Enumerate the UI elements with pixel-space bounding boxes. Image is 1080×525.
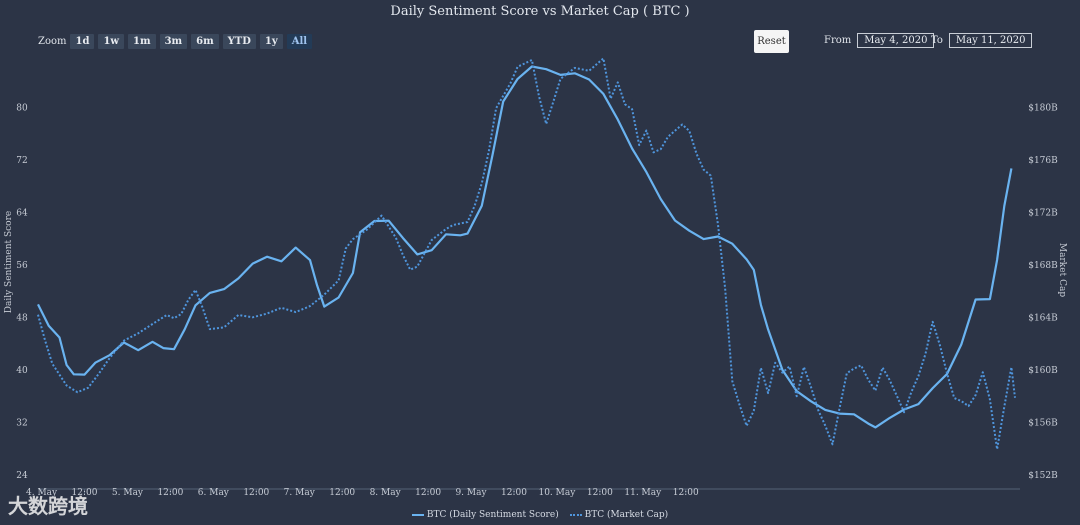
y-left-tick-label: 64 xyxy=(16,209,28,219)
legend-label-marketcap: BTC (Market Cap) xyxy=(584,510,669,520)
x-tick-label: 9. May xyxy=(455,488,487,498)
x-tick-label: 8. May xyxy=(370,488,402,498)
zoom-ytd-button[interactable]: YTD xyxy=(222,34,256,49)
x-tick-label: 6. May xyxy=(198,488,230,498)
legend-line-dotted-icon xyxy=(569,513,582,516)
zoom-label: Zoom xyxy=(38,36,67,47)
y-axis-right-title: Market Cap xyxy=(1057,243,1067,297)
y-right-tick-label: $168B xyxy=(1028,261,1058,271)
to-label: To xyxy=(931,35,943,46)
y-right-tick-label: $172B xyxy=(1028,209,1058,219)
y-left-tick-label: 80 xyxy=(16,104,28,114)
y-right-tick-label: $180B xyxy=(1028,104,1058,114)
from-range: From May 4, 2020 xyxy=(824,33,935,48)
x-tick-label: 4. May xyxy=(26,488,58,498)
legend-label-sentiment: BTC (Daily Sentiment Score) xyxy=(426,510,559,520)
from-date-input[interactable]: May 4, 2020 xyxy=(857,33,935,48)
reset-button[interactable]: Reset xyxy=(754,30,789,53)
zoom-toolbar: Zoom 1d 1w 1m 3m 6m YTD 1y All xyxy=(38,34,316,49)
y-left-tick-label: 40 xyxy=(16,366,28,376)
y-axis-right: $152B $156B $160B $164B $168B $172B $176B $180B xyxy=(1028,104,1058,482)
y-axis-left-title: Daily Sentiment Score xyxy=(4,211,14,313)
market-cap-line xyxy=(37,57,1016,451)
x-tick-label: 12:00 xyxy=(329,488,355,498)
y-right-tick-label: $156B xyxy=(1028,419,1058,429)
y-right-tick-label: $164B xyxy=(1028,314,1058,324)
y-right-tick-label: $176B xyxy=(1028,156,1058,166)
legend: BTC (Daily Sentiment Score) BTC (Market … xyxy=(0,510,1080,520)
from-label: From xyxy=(824,35,852,46)
zoom-1y-button[interactable]: 1y xyxy=(259,34,283,49)
legend-item-marketcap[interactable]: BTC (Market Cap) xyxy=(569,510,669,520)
legend-line-solid-icon xyxy=(411,513,424,516)
watermark-text: 大数跨境 xyxy=(8,494,88,518)
sentiment-score-line xyxy=(37,65,1013,429)
y-right-tick-label: $152B xyxy=(1028,471,1058,481)
zoom-all-button[interactable]: All xyxy=(286,34,313,49)
x-tick-label: 12:00 xyxy=(501,488,527,498)
y-left-tick-label: 24 xyxy=(16,471,28,481)
zoom-1w-button[interactable]: 1w xyxy=(98,34,125,49)
y-axis-left: 24 32 40 48 56 64 72 80 xyxy=(16,104,28,482)
legend-item-sentiment[interactable]: BTC (Daily Sentiment Score) xyxy=(411,510,559,520)
x-tick-label: 10. May xyxy=(538,488,576,498)
zoom-6m-button[interactable]: 6m xyxy=(191,34,219,49)
to-range: To May 11, 2020 xyxy=(931,33,1033,48)
y-left-tick-label: 72 xyxy=(16,156,27,166)
x-tick-label: 12:00 xyxy=(72,488,98,498)
zoom-3m-button[interactable]: 3m xyxy=(159,34,188,49)
x-tick-label: 12:00 xyxy=(243,488,269,498)
y-right-tick-label: $160B xyxy=(1028,366,1058,376)
y-left-tick-label: 48 xyxy=(16,314,28,324)
x-tick-label: 12:00 xyxy=(157,488,183,498)
to-date-input[interactable]: May 11, 2020 xyxy=(948,33,1033,48)
x-tick-label: 5. May xyxy=(112,488,144,498)
y-left-tick-label: 32 xyxy=(16,419,27,429)
x-tick-label: 12:00 xyxy=(415,488,441,498)
x-tick-label: 12:00 xyxy=(673,488,699,498)
x-tick-label: 7. May xyxy=(284,488,316,498)
series-group xyxy=(37,57,1016,451)
watermark-logo: 大数跨境 xyxy=(8,490,88,519)
y-left-tick-label: 56 xyxy=(16,261,28,271)
chart-title: Daily Sentiment Score vs Market Cap ( BT… xyxy=(390,4,690,19)
x-tick-label: 11. May xyxy=(624,488,662,498)
zoom-1m-button[interactable]: 1m xyxy=(128,34,156,49)
x-tick-label: 12:00 xyxy=(587,488,613,498)
x-axis: 4. May 12:00 5. May 12:00 6. May 12:00 7. May 1… xyxy=(26,488,1020,498)
zoom-1d-button[interactable]: 1d xyxy=(70,34,95,49)
